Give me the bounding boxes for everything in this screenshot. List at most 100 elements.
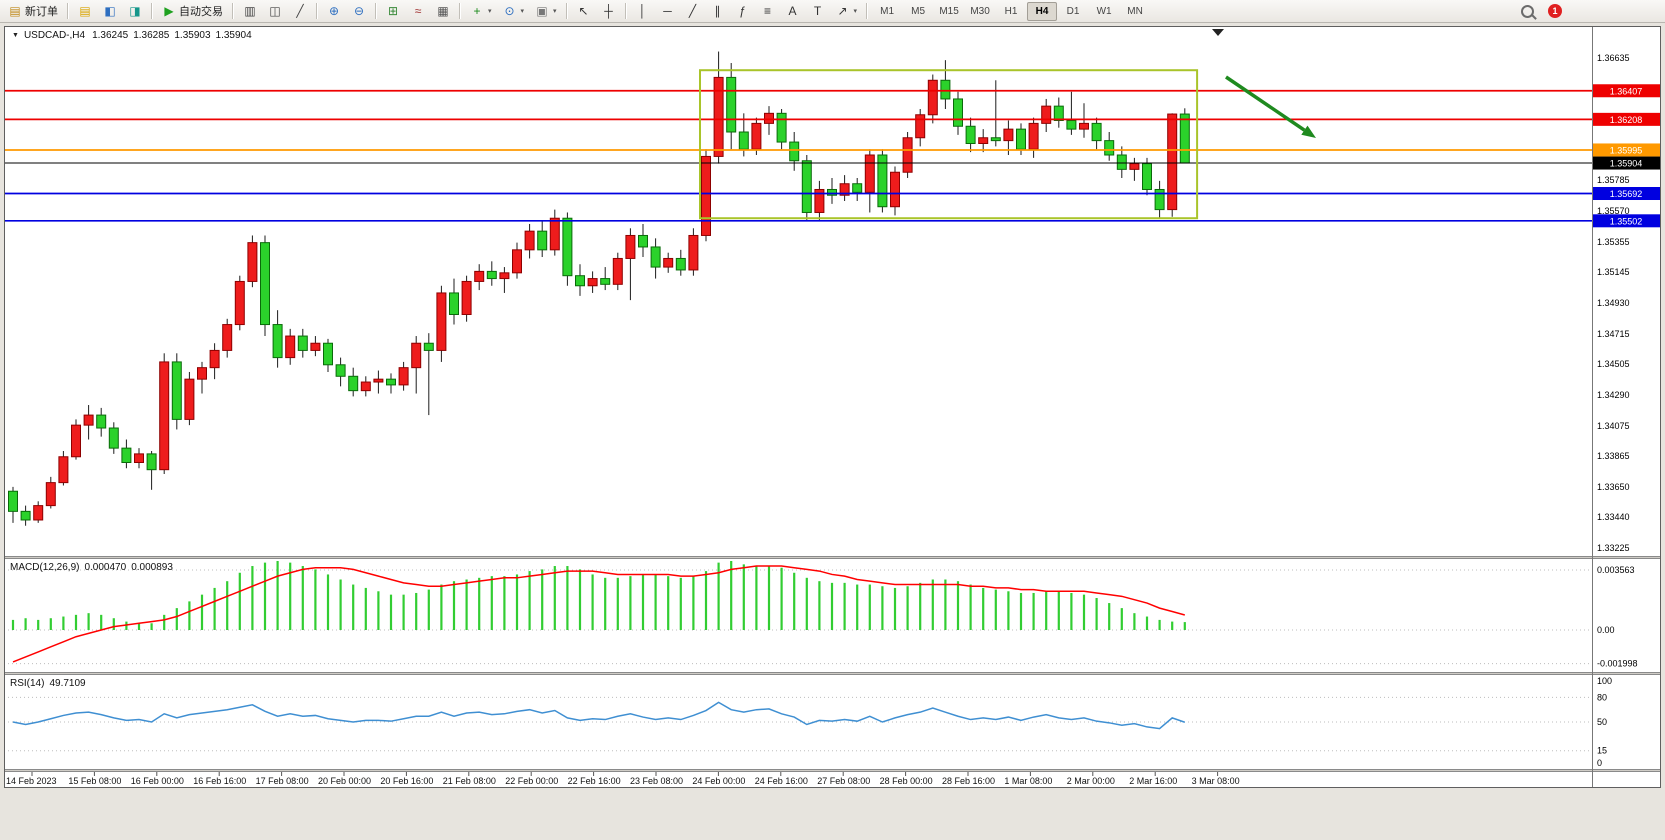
pane-splitter[interactable] xyxy=(4,556,1661,559)
new-order-button[interactable]: ▤ 新订单 xyxy=(3,1,63,22)
timeframe-m5-button[interactable]: M5 xyxy=(911,5,926,17)
toolbar-separator xyxy=(316,3,318,19)
timeframe-d1-button[interactable]: D1 xyxy=(1066,5,1080,17)
toolbar-separator xyxy=(624,3,627,19)
pane-splitter[interactable] xyxy=(4,769,1661,772)
auto-trading-label: 自动交易 xyxy=(179,6,223,18)
timeframe-h1-button[interactable]: H1 xyxy=(1004,5,1018,17)
chart-shift-marker[interactable] xyxy=(1212,29,1224,36)
price-axis-label: 1.35145 xyxy=(1597,267,1630,277)
candlestick xyxy=(474,264,485,291)
trendline-button[interactable]: ╱ xyxy=(681,1,705,22)
timeframe-h4-button[interactable]: H4 xyxy=(1027,1,1058,21)
price-badge: 1.35995 xyxy=(1593,143,1660,157)
vertical-line-button[interactable]: │ xyxy=(631,1,655,22)
time-axis-label: 17 Feb 08:00 xyxy=(256,776,309,786)
objects-list-button[interactable]: ▦ xyxy=(431,1,455,22)
fibonacci-button[interactable]: ƒ xyxy=(731,1,755,22)
time-axis-label: 28 Feb 16:00 xyxy=(942,776,995,786)
toolbar-separator xyxy=(151,3,153,19)
horizontal-line-icon: ─ xyxy=(663,4,672,18)
shapes-icon: ≡ xyxy=(764,4,772,18)
periods-button[interactable]: ⊙ ▾ xyxy=(498,1,530,22)
candlestick xyxy=(1066,91,1077,135)
indicators-button[interactable]: ≈ xyxy=(406,1,430,22)
price-axis-label: 1.33650 xyxy=(1597,482,1630,492)
auto-trading-button[interactable]: ▶ 自动交易 xyxy=(157,1,228,22)
cursor-button[interactable]: ↖ xyxy=(572,1,596,22)
price-pane xyxy=(8,51,1190,526)
timeframe-m30-button[interactable]: M30 xyxy=(970,5,990,17)
time-axis-label: 15 Feb 08:00 xyxy=(68,776,121,786)
crosshair-button[interactable]: ┼ xyxy=(597,1,621,22)
data-window-button[interactable]: ◧ xyxy=(98,1,122,22)
macd-histogram xyxy=(11,560,1186,630)
candlestick xyxy=(1167,113,1178,217)
price-badge: 1.35502 xyxy=(1593,214,1660,228)
arrows-button[interactable]: ↗ ▾ xyxy=(831,1,863,22)
arrow-annotation[interactable] xyxy=(1225,75,1316,138)
tile-windows-button[interactable]: ⊞ xyxy=(381,1,405,22)
candlestick xyxy=(764,106,774,135)
candlestick xyxy=(260,235,270,337)
chart-canvas[interactable]: 1.36635 1.35785 1.35570 1.35355 1.35145 1.349… xyxy=(4,26,1661,788)
text-label-button[interactable]: T xyxy=(806,1,830,22)
text-button[interactable]: A xyxy=(781,1,805,22)
timeframe-mn-button[interactable]: MN xyxy=(1127,5,1143,17)
candlestick xyxy=(864,149,875,213)
timeframe-m15-button[interactable]: M15 xyxy=(939,5,959,17)
candlestick xyxy=(562,212,573,286)
time-axis-label: 21 Feb 08:00 xyxy=(443,776,496,786)
timeframe-w1-button[interactable]: W1 xyxy=(1096,5,1112,17)
time-axis-label: 22 Feb 00:00 xyxy=(505,776,558,786)
toolbar-separator xyxy=(375,3,377,19)
add-indicator-icon: + xyxy=(473,4,481,18)
candlestick xyxy=(789,132,800,171)
candlestick xyxy=(20,505,31,526)
candlestick xyxy=(209,343,220,380)
candlestick xyxy=(965,117,976,153)
equidistant-channel-button[interactable]: ∥ xyxy=(706,1,730,22)
equidistant-channel-icon: ∥ xyxy=(714,4,721,18)
navigator-button[interactable]: ◨ xyxy=(123,1,147,22)
add-indicator-button[interactable]: + ▾ xyxy=(465,1,497,22)
text-label-icon: T xyxy=(813,4,822,18)
pane-splitter[interactable] xyxy=(4,672,1661,675)
zoom-in-button[interactable]: ⊕ xyxy=(322,1,346,22)
candlestick-chart-button[interactable]: ◫ xyxy=(263,1,287,22)
timeframe-m1-button[interactable]: M1 xyxy=(880,5,895,17)
candlestick xyxy=(638,223,648,258)
toolbar-separator xyxy=(232,3,234,19)
shapes-button[interactable]: ≡ xyxy=(756,1,780,22)
zoom-out-button[interactable]: ⊖ xyxy=(347,1,371,22)
candlestick xyxy=(108,422,119,454)
candlestick xyxy=(436,285,447,362)
rsi-axis-label: 15 xyxy=(1597,746,1607,756)
rsi-pane xyxy=(4,696,1592,752)
horizontal-line-button[interactable]: ─ xyxy=(656,1,680,22)
line-chart-button[interactable]: ╱ xyxy=(288,1,312,22)
price-axis-label: 1.34505 xyxy=(1597,359,1630,369)
new-order-label: 新订单 xyxy=(25,6,58,18)
new-order-icon: ▤ xyxy=(9,4,21,18)
notification-badge[interactable]: 1 xyxy=(1548,4,1562,18)
candlestick xyxy=(121,439,132,469)
price-axis-label: 1.33865 xyxy=(1597,451,1630,461)
candlestick xyxy=(776,109,787,150)
search-button[interactable] xyxy=(1516,1,1539,22)
svg-text:1.36208: 1.36208 xyxy=(1610,115,1643,125)
candlestick xyxy=(877,149,888,213)
rsi-line xyxy=(12,701,1186,730)
chart-dropdown-icon[interactable]: ▼ xyxy=(12,32,19,39)
bar-chart-button[interactable]: ▥ xyxy=(238,1,262,22)
new-chart-button[interactable]: ▣ ▾ xyxy=(530,1,562,22)
market-watch-button[interactable]: ▤ xyxy=(73,1,97,22)
candlestick xyxy=(461,275,472,322)
candlestick xyxy=(1104,132,1115,161)
rsi-axis-label: 100 xyxy=(1597,676,1612,686)
candlestick xyxy=(247,235,258,288)
candlestick xyxy=(348,367,359,397)
rsi-axis-label: 80 xyxy=(1597,692,1607,702)
rectangle-annotation[interactable] xyxy=(699,69,1199,220)
time-axis-label: 3 Mar 08:00 xyxy=(1192,776,1240,786)
